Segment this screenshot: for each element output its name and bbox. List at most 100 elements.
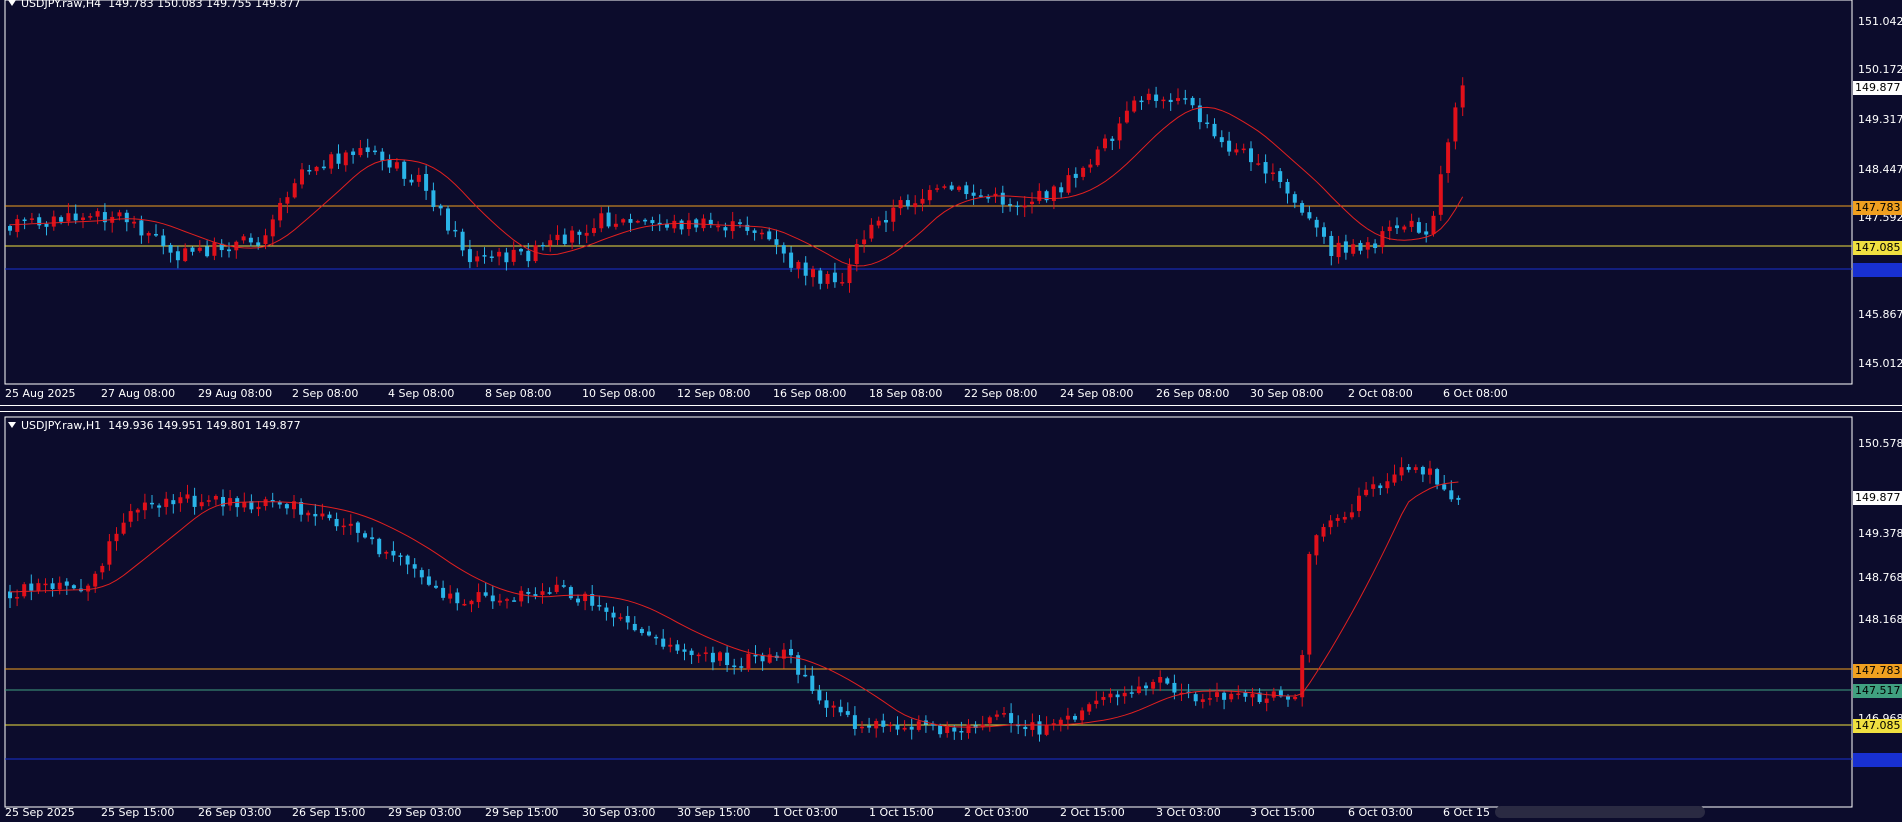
bot-candle-body [299,502,304,515]
collapse-triangle-icon[interactable] [8,422,16,428]
top-candle-body [993,193,998,197]
h1-blue-level-tag [1853,753,1902,767]
top-candle-body [438,205,443,209]
top-candle-body [1124,110,1129,123]
horizontal-scrollbar[interactable] [1495,806,1705,818]
bot-candle-body [810,675,815,691]
top-price-tick-label: 145.867 [1858,308,1902,321]
bot-candle-body [363,533,367,538]
top-time-tick-label: 30 Sep 08:00 [1250,387,1324,400]
top-candle-body [942,186,947,188]
top-candle-body [1088,164,1093,168]
top-candle-body [891,207,896,222]
top-candle-body [562,234,567,244]
top-candle-body [913,203,918,208]
bot-candle-body [789,648,793,656]
top-time-tick-label: 4 Sep 08:00 [388,387,455,400]
bot-candle-body [895,724,900,730]
bot-candle-body [1243,692,1248,697]
top-candle-body [570,230,575,243]
bot-candle-body [256,506,261,510]
bot-candle-body [838,706,843,713]
top-candle-body [613,223,618,227]
bot-candle-body [249,501,254,510]
pane-separator[interactable] [0,405,1902,412]
top-time-tick-label: 25 Aug 2025 [5,387,76,400]
bot-candle-body [1151,681,1156,689]
top-candle-body [1022,205,1027,208]
h4-chart-pane[interactable]: USDJPY.raw,H4 149.783 150.083 149.755 14… [0,0,1902,405]
bot-candle-body [405,555,410,565]
h1-candlestick-chart[interactable] [0,412,1902,822]
bot-candle-body [1293,696,1298,700]
bot-candle-body [483,592,488,596]
top-candle-body [789,252,794,268]
top-candle-body [154,234,158,236]
bot-candle-body [1136,686,1141,693]
bot-candle-body [100,565,105,573]
top-candle-body [1110,138,1115,141]
h1-chart-pane[interactable]: USDJPY.raw,H1 149.936 149.951 149.801 14… [0,412,1902,822]
bot-candle-body [1413,467,1418,470]
top-candle-body [44,223,49,227]
top-candle-body [212,242,217,256]
bot-candle-body [1278,690,1283,697]
bot-candle-body [590,594,595,606]
top-candle-body [146,233,151,236]
bot-price-tick-label: 150.578 [1858,437,1902,450]
bot-candle-body [1456,497,1461,500]
top-price-tick-label: 148.447 [1858,163,1902,176]
top-candle-body [431,190,436,207]
top-candle-body [1343,241,1348,253]
top-candle-body [701,218,706,229]
top-candle-body [511,249,516,262]
bot-candle-body [1335,518,1340,521]
bot-candle-body [661,638,666,647]
top-candle-body [832,272,837,283]
top-candle-body [1081,167,1086,177]
bot-candle-body [597,605,602,607]
top-candle-body [862,239,867,245]
collapse-triangle-icon[interactable] [8,0,16,6]
bot-candle-body [725,652,730,666]
bot-candle-body [718,652,722,661]
bot-candle-body [1442,484,1447,490]
top-candle-body [394,162,399,169]
bot-candle-body [618,617,623,619]
h4-candlestick-chart[interactable] [0,0,1902,405]
bot-candle-body [1101,696,1106,700]
top-candle-body [300,169,304,185]
h1-current-price-tag: 149.877 [1853,491,1902,505]
top-candle-body [453,229,458,232]
bot-candle-body [71,585,76,589]
bot-candle-body [696,654,701,657]
top-candle-body [1380,231,1385,248]
top-candle-body [1183,98,1188,100]
top-candle-body [1205,122,1210,125]
top-candle-body [1095,149,1100,166]
top-candle-body [73,213,78,221]
top-candle-body [898,200,903,209]
top-candle-body [1190,97,1195,106]
bot-candle-body [1229,693,1234,700]
bot-candle-body [703,652,708,654]
bot-candle-body [831,705,836,708]
bot-candle-body [561,585,566,587]
bot-candle-body [348,523,353,526]
top-candle-body [672,220,677,229]
top-candle-body [22,219,27,221]
bot-candle-body [1044,724,1049,735]
top-candle-body [606,212,611,227]
bot-candle-body [519,590,524,602]
top-candle-body [402,161,407,179]
top-candle-body [584,232,589,236]
bot-time-tick-label: 29 Sep 03:00 [388,806,462,819]
top-candle-body [840,282,845,284]
bot-candle-body [710,652,715,663]
top-candle-body [665,223,669,228]
top-candle-body [416,174,421,182]
bot-candles [8,457,1461,742]
top-candle-body [489,256,494,258]
bot-candle-body [505,599,509,601]
bot-candle-body [1080,710,1085,721]
